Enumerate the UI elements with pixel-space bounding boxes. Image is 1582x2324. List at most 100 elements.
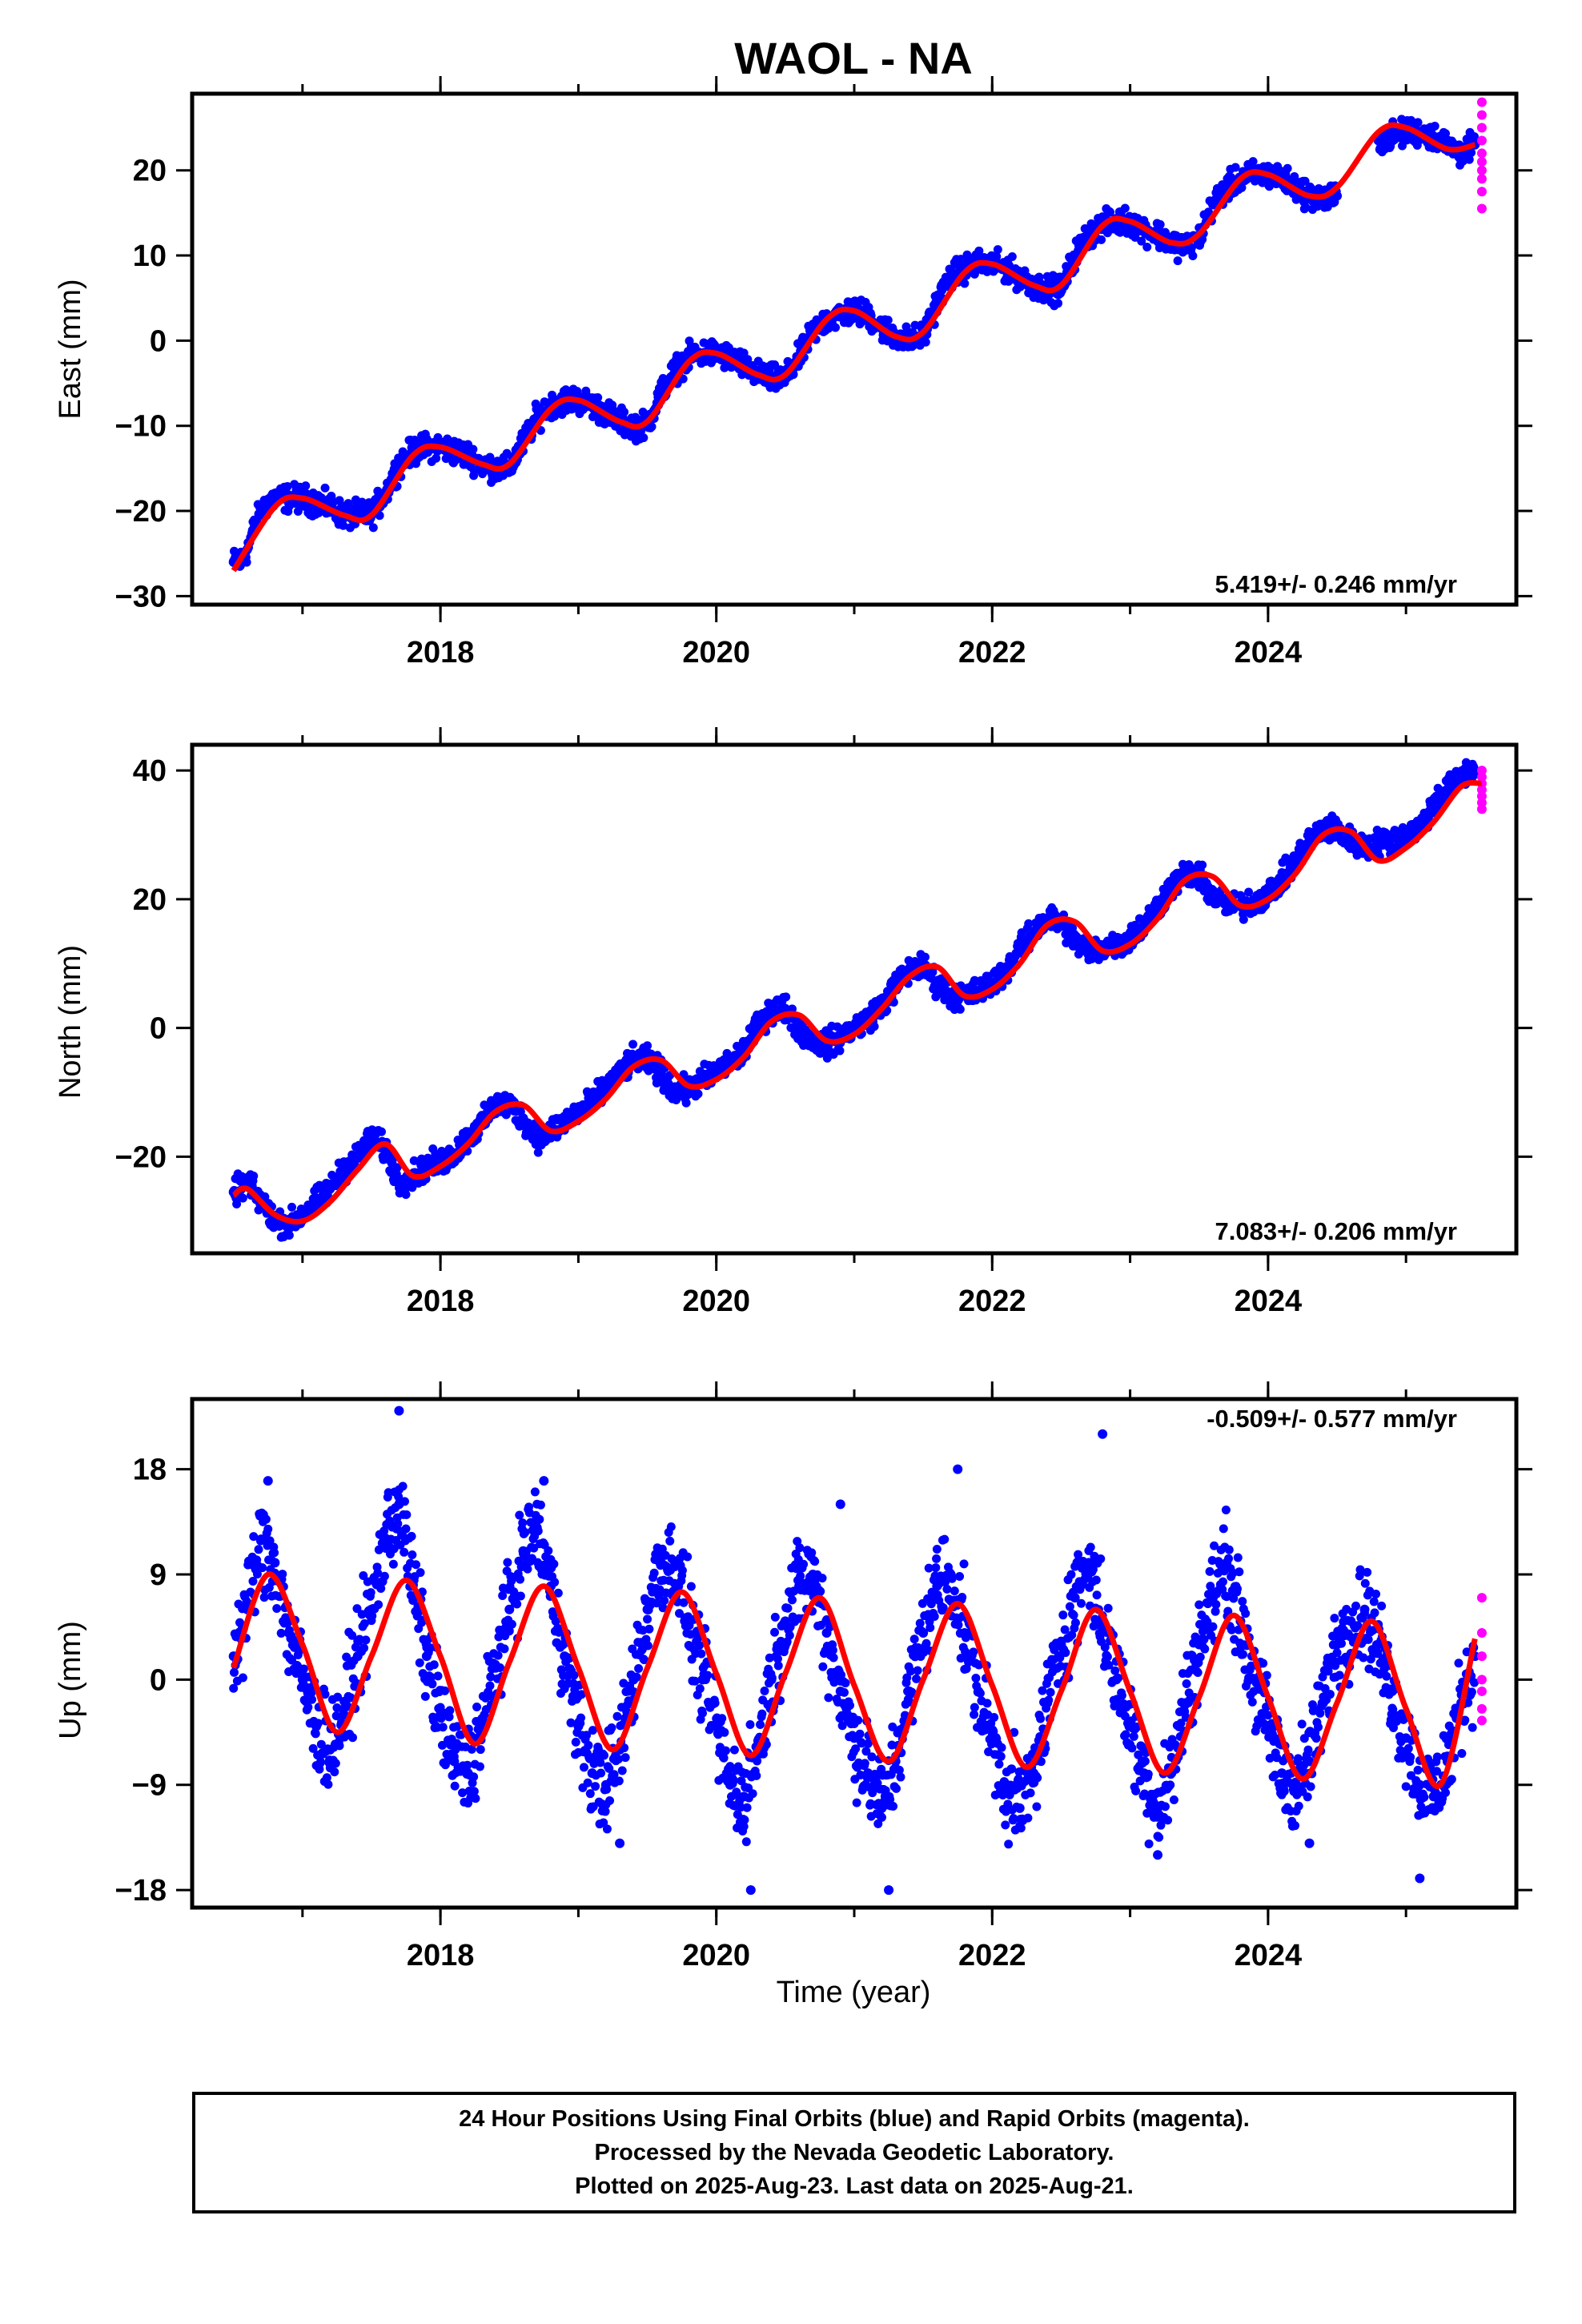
north-x-tick-label: 2024 [1235, 1285, 1303, 1318]
east-plot-frame [190, 91, 1519, 607]
east-final-orbit-point [1290, 171, 1299, 181]
up-final-orbit-point [416, 1568, 425, 1578]
north-x-tick-label: 2018 [407, 1285, 475, 1318]
east-final-orbit-point [901, 322, 911, 332]
up-final-orbit-point [374, 1600, 383, 1610]
up-final-orbit-point [660, 1596, 669, 1606]
up-final-orbit-point [607, 1723, 616, 1733]
east-final-orbit-point [1007, 251, 1017, 261]
up-final-orbit-point [333, 1692, 343, 1702]
north-final-orbit-point [600, 1084, 611, 1095]
up-final-orbit-point [677, 1566, 687, 1575]
east-final-orbit-point [910, 320, 920, 330]
up-final-orbit-point [485, 1681, 495, 1691]
east-final-orbit-point [639, 433, 648, 443]
north-data-layer [228, 758, 1487, 1242]
up-final-orbit-point [585, 1789, 595, 1799]
east-final-orbit-point [263, 497, 273, 508]
north-final-orbit-point [1470, 766, 1480, 776]
east-x-tick-label: 2018 [407, 636, 475, 669]
east-rapid-orbit-point [1476, 97, 1487, 107]
up-final-orbit-point [523, 1564, 532, 1574]
up-final-orbit-point [529, 1543, 539, 1553]
north-final-orbit-point [1222, 900, 1232, 911]
up-final-orbit-point [415, 1658, 424, 1667]
east-final-orbit-point [960, 279, 970, 288]
up-y-tick-label: −18 [115, 1874, 167, 1908]
north-final-orbit-point [518, 1113, 528, 1124]
up-final-orbit-point [649, 1568, 659, 1578]
north-final-orbit-point [766, 1003, 777, 1014]
up-final-orbit-point [428, 1679, 437, 1689]
up-final-orbit-point [518, 1518, 528, 1528]
up-final-orbit-point [476, 1745, 485, 1755]
up-final-orbit-point [450, 1781, 460, 1791]
up-final-orbit-point [361, 1635, 371, 1645]
east-rapid-orbit-point [1476, 110, 1487, 120]
east-final-orbit-point [368, 523, 378, 533]
east-final-orbit-point [1173, 256, 1182, 266]
north-final-orbit-point [311, 1196, 322, 1207]
east-rapid-orbit-point [1476, 123, 1487, 133]
north-final-orbit-point [249, 1171, 259, 1180]
up-x-tick-label: 2018 [407, 1939, 475, 1972]
up-final-orbit-point [308, 1743, 318, 1753]
east-final-orbit-point [1188, 251, 1198, 260]
up-final-orbit-point [458, 1788, 468, 1798]
up-final-orbit-point [393, 1519, 403, 1529]
up-final-orbit-point [634, 1663, 644, 1673]
up-final-orbit-point [299, 1664, 308, 1674]
up-final-orbit-point [342, 1652, 351, 1662]
up-final-orbit-point [330, 1767, 339, 1777]
up-final-orbit-point [316, 1739, 326, 1749]
north-final-orbit-point [835, 1046, 845, 1055]
up-final-orbit-point [614, 1755, 624, 1764]
up-final-orbit-point [596, 1758, 605, 1767]
north-final-orbit-point [1014, 946, 1025, 956]
up-final-orbit-point [331, 1759, 340, 1768]
north-final-orbit-point [780, 1003, 790, 1014]
up-final-orbit-point [683, 1552, 693, 1562]
east-final-orbit-point [1300, 176, 1310, 186]
north-final-orbit-point [533, 1148, 543, 1157]
north-final-orbit-point [1070, 936, 1080, 947]
north-y-tick-label: 0 [150, 1012, 167, 1046]
up-final-orbit-point [278, 1570, 287, 1579]
up-final-orbit-point [444, 1712, 454, 1722]
up-final-orbit-point [498, 1591, 508, 1601]
up-final-orbit-point [426, 1672, 436, 1682]
north-final-orbit-point [1244, 887, 1254, 897]
up-final-orbit-point [359, 1643, 369, 1653]
up-final-orbit-point [401, 1524, 411, 1534]
east-final-orbit-point [1207, 199, 1218, 210]
up-final-orbit-point [335, 1741, 344, 1751]
north-final-orbit-point [643, 1041, 652, 1051]
east-final-orbit-point [1387, 131, 1397, 142]
up-final-orbit-point [600, 1807, 610, 1816]
east-y-tick-label: −20 [115, 495, 167, 529]
up-y-tick-label: 18 [133, 1454, 167, 1487]
up-final-orbit-point [493, 1651, 503, 1660]
up-final-orbit-point [582, 1731, 592, 1740]
up-final-orbit-point [500, 1644, 509, 1654]
north-final-orbit-point [287, 1202, 297, 1212]
north-final-orbit-point [532, 1132, 542, 1143]
up-final-orbit-point [604, 1763, 614, 1773]
up-final-orbit-point [516, 1574, 525, 1584]
up-final-orbit-point [436, 1703, 445, 1712]
east-final-orbit-point [593, 393, 603, 403]
east-final-orbit-point [293, 506, 303, 516]
up-final-orbit-point [471, 1794, 480, 1803]
north-final-orbit-point [560, 1116, 570, 1127]
east-rapid-orbit-point [1476, 165, 1487, 175]
east-final-orbit-point [1137, 236, 1146, 246]
east-final-orbit-point [335, 496, 344, 505]
up-final-orbit-point [665, 1536, 675, 1546]
up-final-orbit-point [437, 1740, 447, 1750]
up-final-orbit-point [359, 1618, 369, 1628]
up-final-orbit-point [398, 1482, 408, 1491]
east-final-orbit-point [375, 511, 384, 521]
north-final-orbit-point [781, 992, 791, 1002]
north-final-orbit-point [1428, 798, 1439, 808]
east-final-orbit-point [992, 251, 1002, 261]
